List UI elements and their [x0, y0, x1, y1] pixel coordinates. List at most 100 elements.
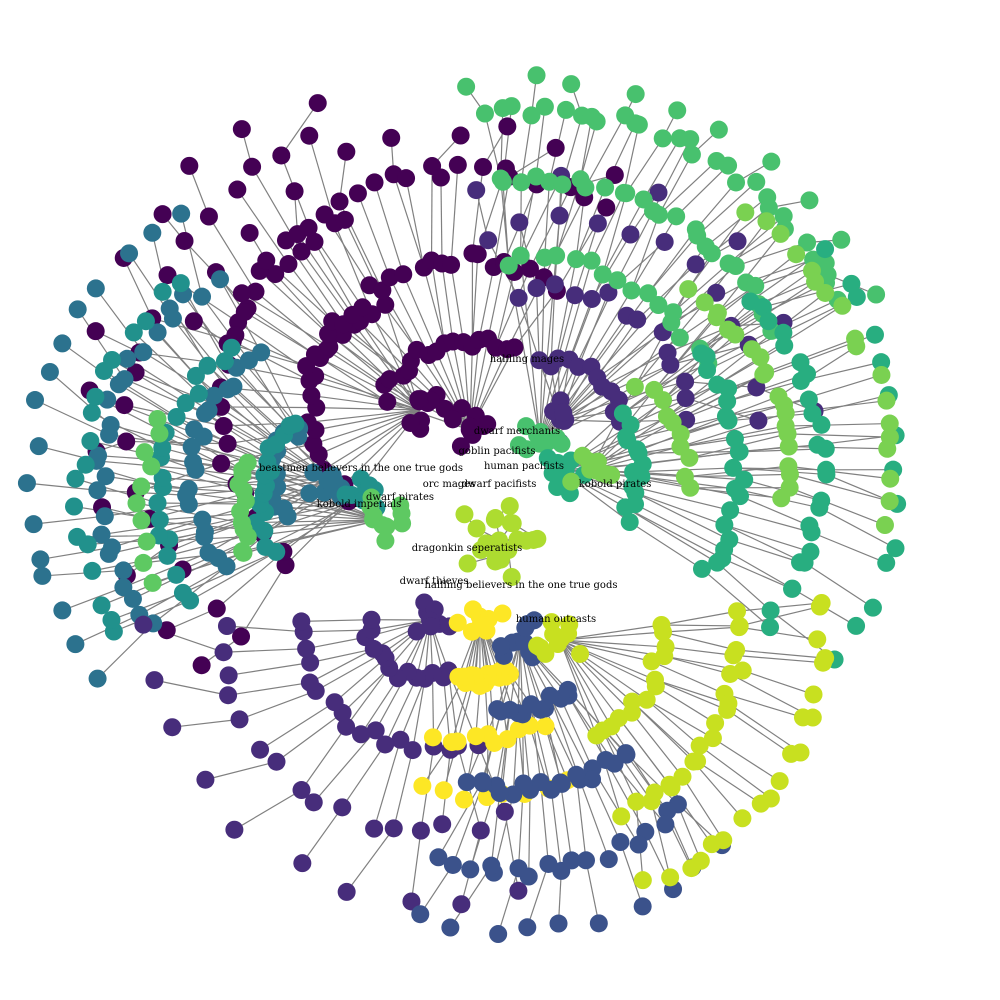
graph-node	[528, 529, 547, 548]
graph-node	[733, 809, 752, 828]
graph-node	[832, 230, 851, 249]
graph-node	[816, 240, 835, 259]
graph-edge	[430, 260, 446, 344]
graph-edge	[591, 234, 631, 300]
graph-node	[411, 905, 430, 924]
graph-node	[642, 652, 661, 671]
graph-edge	[399, 678, 426, 740]
graph-node	[676, 389, 695, 408]
graph-node	[708, 553, 727, 572]
graph-node	[82, 403, 101, 422]
graph-node	[660, 775, 679, 794]
graph-node	[552, 434, 571, 453]
graph-node	[681, 478, 700, 497]
graph-node	[565, 286, 584, 305]
graph-node	[382, 128, 401, 147]
graph-node	[157, 621, 176, 640]
graph-node	[31, 550, 50, 569]
graph-node	[401, 413, 420, 432]
graph-edge	[495, 709, 511, 786]
graph-node	[775, 336, 794, 355]
node-label-human-pacifists: human pacifists	[484, 461, 564, 472]
graph-node	[680, 448, 699, 467]
graph-node	[679, 280, 698, 299]
graph-edge	[559, 639, 620, 719]
graph-node	[362, 610, 381, 629]
graph-node	[482, 856, 501, 875]
graph-node	[653, 129, 672, 148]
graph-edge	[630, 216, 677, 291]
graph-node	[376, 735, 395, 754]
graph-node	[380, 268, 399, 287]
graph-edge	[643, 137, 681, 200]
graph-edge	[384, 677, 418, 745]
graph-edge	[616, 210, 654, 281]
graph-edge	[664, 655, 731, 675]
graph-edge	[727, 270, 813, 331]
graph-node	[193, 510, 212, 529]
graph-node	[718, 700, 737, 719]
graph-node	[596, 178, 615, 197]
graph-node	[589, 914, 608, 933]
graph-node	[92, 525, 111, 544]
graph-node	[783, 579, 802, 598]
graph-node	[682, 145, 701, 164]
graph-edge	[625, 138, 664, 194]
graph-edge	[729, 509, 812, 533]
graph-node	[403, 741, 422, 760]
graph-node	[463, 600, 482, 619]
graph-node	[148, 409, 167, 428]
graph-node	[88, 481, 107, 500]
graph-node	[217, 617, 236, 636]
graph-edge	[234, 789, 302, 831]
graph-node	[625, 377, 644, 396]
graph-node	[749, 411, 768, 430]
graph-node	[512, 173, 531, 192]
graph-edge	[724, 524, 811, 553]
graph-node	[617, 184, 636, 203]
graph-node	[243, 157, 262, 176]
graph-edge	[310, 648, 374, 664]
graph-node	[799, 390, 818, 409]
graph-node	[649, 183, 668, 202]
graph-edge	[226, 625, 304, 633]
node-label-kobold-imperials: kobold imperials	[317, 499, 402, 510]
graph-node	[153, 438, 172, 457]
graph-node	[562, 75, 581, 94]
graph-node	[649, 296, 668, 315]
graph-edge	[393, 174, 425, 268]
graph-node	[65, 497, 84, 516]
graph-node	[772, 489, 791, 508]
graph-edge	[42, 569, 124, 577]
graph-edge	[658, 154, 693, 216]
graph-node	[810, 597, 829, 616]
graph-edge	[239, 690, 316, 720]
graph-node	[394, 265, 413, 284]
graph-edge	[662, 631, 737, 651]
graph-node	[724, 646, 743, 665]
graph-node	[457, 77, 476, 96]
graph-edge	[559, 624, 662, 641]
graph-edge	[345, 667, 390, 728]
graph-edge	[341, 744, 386, 808]
graph-node	[817, 465, 836, 484]
graph-edge	[502, 181, 510, 266]
graph-node	[779, 437, 798, 456]
graph-node	[538, 449, 557, 468]
graph-node	[409, 390, 428, 409]
graph-node	[92, 596, 111, 615]
graph-edge	[316, 407, 421, 411]
graph-edge	[188, 165, 210, 217]
graph-edge	[154, 679, 229, 696]
graph-node	[451, 126, 470, 145]
graph-node	[545, 275, 564, 294]
graph-node	[305, 345, 324, 364]
graph-node	[150, 424, 169, 443]
graph-edge	[26, 482, 98, 491]
node-label-halfling-mages: halfling mages	[490, 354, 564, 365]
graph-node	[637, 690, 656, 709]
graph-node	[576, 178, 595, 197]
graph-edge	[346, 828, 395, 893]
graph-node	[479, 231, 498, 250]
graph-node	[736, 203, 755, 222]
